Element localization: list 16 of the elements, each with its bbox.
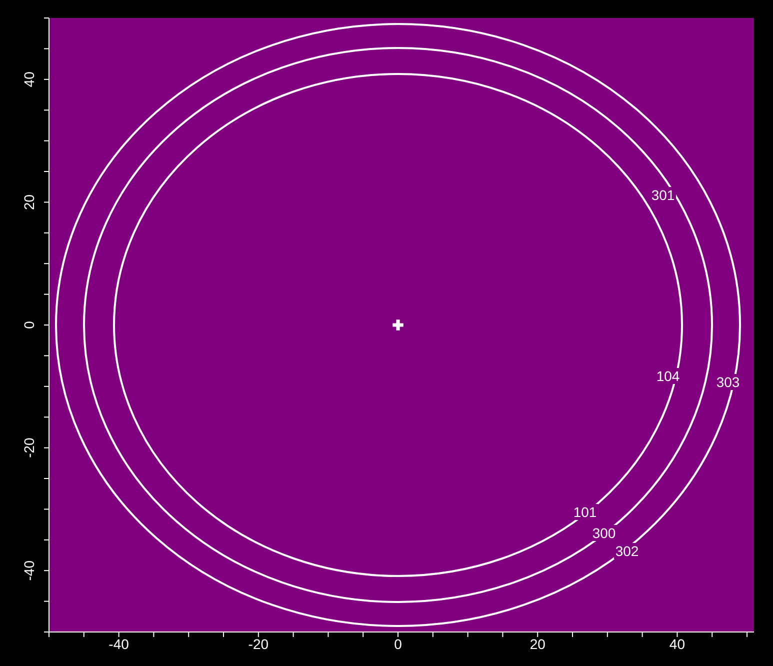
annotation: 104 — [656, 368, 680, 384]
x-tick-label: -40 — [108, 636, 130, 652]
y-tick-label: -40 — [21, 560, 37, 581]
annotation: 300 — [592, 525, 616, 541]
x-tick-label: -20 — [248, 636, 269, 652]
x-tick-label: 0 — [394, 636, 402, 652]
y-tick-label: 0 — [21, 320, 37, 329]
y-tick-label: -20 — [21, 437, 37, 458]
x-tick-label: 40 — [669, 636, 686, 652]
annotation: 101 — [573, 504, 597, 520]
annotation: 301 — [651, 187, 675, 203]
annotation: 302 — [615, 543, 639, 559]
y-tick-label: 20 — [21, 194, 37, 210]
y-tick-label: 40 — [21, 71, 37, 88]
annotation: 303 — [716, 374, 740, 390]
x-tick-label: 20 — [530, 636, 546, 652]
